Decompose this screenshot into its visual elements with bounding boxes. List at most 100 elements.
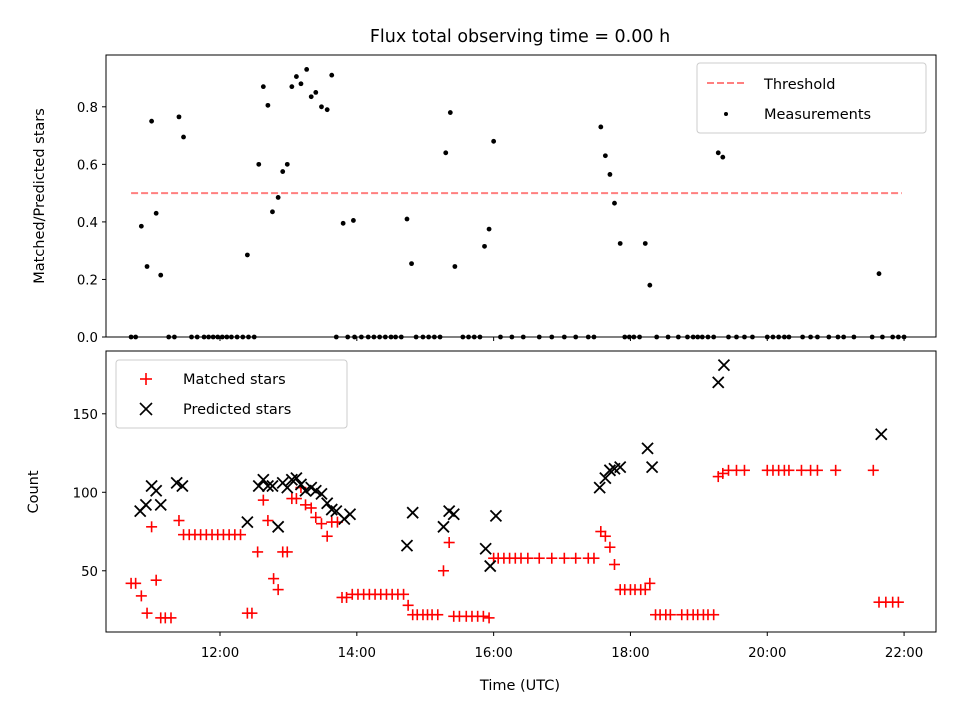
measurement-point — [206, 334, 212, 340]
measurement-point — [275, 195, 281, 200]
measurement-point — [181, 134, 186, 140]
x-tick-label: 12:00 — [201, 646, 239, 661]
measurement-point — [715, 150, 721, 156]
predicted-star-point — [315, 487, 328, 500]
matched-star-point — [443, 537, 455, 549]
predicted-star-point — [717, 358, 731, 372]
measurement-point — [324, 107, 330, 113]
matched-star-point — [811, 464, 823, 476]
measurement-point — [642, 241, 648, 246]
predicted-star-point — [309, 484, 322, 497]
matched-star-point — [150, 574, 162, 586]
measurement-point — [471, 334, 477, 340]
predicted-star-point — [400, 539, 414, 552]
matched-star-point — [402, 599, 414, 611]
top-y-axis: 0.0 0.2 0.4 0.6 0.8 — [77, 101, 106, 346]
measurement-point — [382, 334, 388, 340]
predicted-star-point — [875, 428, 888, 441]
measurement-point — [607, 172, 613, 177]
matched-star-point — [141, 607, 153, 619]
measurement-point — [482, 243, 487, 249]
matched-star-point — [130, 577, 142, 589]
measurement-point — [631, 334, 637, 340]
measurement-point — [665, 334, 671, 340]
predicted-star-point — [614, 461, 627, 474]
measurement-point — [876, 271, 882, 277]
measurement-point — [138, 223, 144, 229]
matched-star-point — [477, 610, 489, 622]
measurement-point — [711, 334, 717, 340]
measurement-point — [602, 153, 608, 159]
x-axis-title: Time (UTC) — [479, 678, 560, 694]
measurement-point — [251, 334, 257, 340]
measurement-point — [234, 334, 240, 340]
predicted-star-point — [261, 479, 275, 493]
top-y-tick-label: 0.8 — [77, 101, 98, 116]
predicted-star-point — [241, 515, 254, 529]
matched-star-point — [570, 552, 582, 564]
legend-matched-swatch — [140, 373, 152, 385]
measurement-point — [371, 334, 377, 340]
measurement-point — [498, 334, 503, 340]
measurement-point — [447, 110, 453, 115]
matched-star-point — [257, 494, 269, 506]
matched-star-point — [272, 584, 284, 596]
top-legend-box — [696, 62, 927, 134]
legend-predicted-swatch — [139, 402, 153, 416]
measurement-point — [486, 226, 492, 232]
measurement-point — [776, 334, 782, 340]
measurement-point — [770, 334, 776, 340]
measurement-point — [808, 334, 813, 340]
matched-star-point — [321, 530, 333, 542]
measurement-point — [256, 161, 262, 167]
top-legend: Threshold Measurements — [696, 62, 927, 134]
matched-star-point — [341, 591, 353, 603]
matched-star-point — [268, 573, 280, 585]
measurement-point — [377, 334, 383, 340]
matched-star-point — [639, 584, 651, 596]
matched-star-point — [604, 541, 616, 553]
matched-star-point — [533, 552, 545, 564]
predicted-star-point — [599, 472, 612, 485]
measurement-point — [536, 334, 542, 340]
measurement-point — [149, 118, 155, 124]
measurement-point — [426, 334, 432, 340]
predicted-star-point — [479, 542, 492, 555]
matched-star-point — [437, 565, 449, 577]
legend-measurements-swatch — [724, 112, 728, 116]
measurement-point — [313, 90, 319, 95]
measurement-point — [210, 334, 216, 340]
measurement-point — [333, 334, 339, 340]
measurement-point — [491, 138, 497, 144]
measurement-point — [158, 272, 164, 278]
measurement-point — [734, 334, 739, 340]
measurement-point — [890, 334, 896, 340]
matched-star-point — [281, 546, 293, 558]
measurement-point — [128, 334, 134, 340]
measurement-point — [617, 241, 623, 246]
measurement-point — [720, 154, 726, 160]
bottom-x-axis: 12:00 14:00 16:00 18:00 20:00 22:00 — [201, 632, 923, 661]
legend-matched-label: Matched stars — [183, 372, 286, 388]
measurement-point — [742, 334, 747, 340]
measurement-point — [750, 334, 755, 340]
matched-star-point — [252, 546, 264, 558]
measurement-point — [598, 124, 604, 130]
bottom-legend-box — [115, 359, 348, 429]
measurement-point — [431, 334, 437, 340]
top-y-axis-title: Matched/Predicted stars — [32, 108, 48, 284]
matched-star-point — [783, 464, 795, 476]
measurement-point — [477, 334, 483, 340]
predicted-star-point — [294, 478, 308, 491]
measurement-point — [404, 216, 410, 222]
predicted-star-point — [272, 520, 285, 533]
predicted-star-point — [489, 509, 503, 522]
top-marks — [128, 66, 907, 340]
measurement-point — [393, 334, 398, 340]
measurement-point — [176, 114, 182, 120]
measurement-point — [133, 334, 139, 340]
top-y-tick-label: 0.0 — [77, 331, 98, 346]
measurement-point — [308, 94, 314, 100]
measurement-point — [246, 334, 251, 340]
